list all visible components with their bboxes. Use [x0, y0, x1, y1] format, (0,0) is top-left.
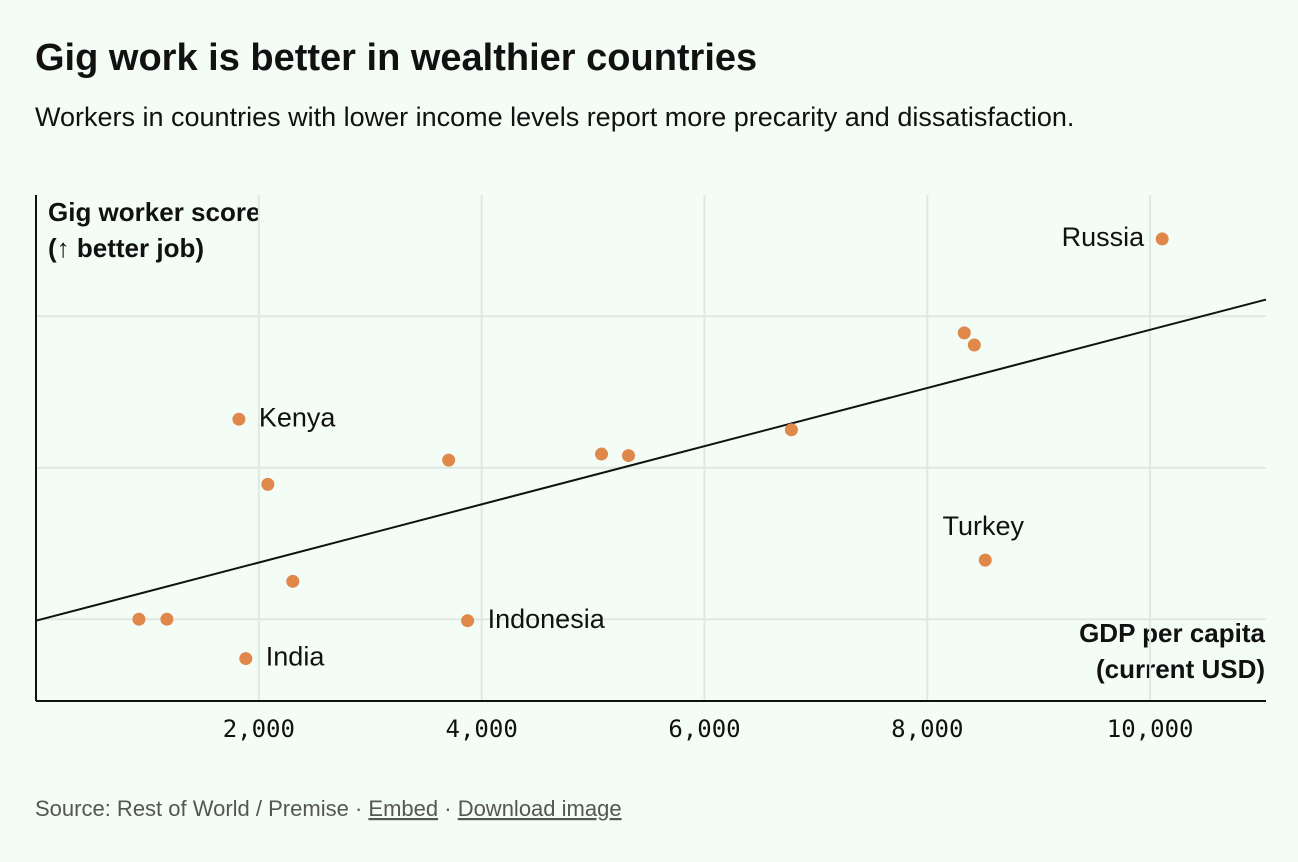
- footer: Source: Rest of World / Premise · Embed …: [35, 796, 622, 821]
- separator: ·: [355, 796, 362, 821]
- point-label: Turkey: [942, 511, 1024, 541]
- x-axis-label: (current USD): [1096, 654, 1265, 684]
- point: [621, 449, 635, 463]
- point: [286, 574, 300, 588]
- x-axis-label: GDP per capita: [1079, 618, 1265, 648]
- point: [261, 477, 275, 491]
- x-tick-label: 8,000: [891, 715, 963, 743]
- point: [160, 612, 174, 626]
- x-tick-label: 4,000: [446, 715, 518, 743]
- title: Gig work is better in wealthier countrie…: [35, 37, 757, 79]
- point-label: Russia: [1062, 222, 1146, 252]
- point-label: India: [266, 642, 326, 672]
- point: [1155, 232, 1169, 246]
- point: [978, 553, 992, 567]
- embed-link[interactable]: Embed: [368, 796, 438, 821]
- point-label: Indonesia: [488, 604, 606, 634]
- point: [132, 612, 146, 626]
- x-tick-label: 6,000: [668, 715, 740, 743]
- point: [957, 326, 971, 340]
- point: [239, 652, 253, 666]
- trend-line: [35, 298, 1267, 622]
- point: [595, 447, 609, 461]
- point: [967, 338, 981, 352]
- y-axis-label: (↑ better job): [48, 233, 204, 263]
- point: [784, 423, 798, 437]
- source: Source: Rest of World / Premise: [35, 796, 349, 821]
- point: [232, 412, 246, 426]
- y-axis-label: Gig worker score: [48, 197, 260, 227]
- subtitle: Workers in countries with lower income l…: [35, 102, 1074, 132]
- separator: ·: [444, 796, 451, 821]
- point: [442, 453, 456, 467]
- download-link[interactable]: Download image: [458, 796, 622, 821]
- x-tick-label: 10,000: [1107, 715, 1194, 743]
- point: [461, 614, 475, 628]
- x-tick-label: 2,000: [223, 715, 295, 743]
- point-label: Kenya: [259, 402, 337, 432]
